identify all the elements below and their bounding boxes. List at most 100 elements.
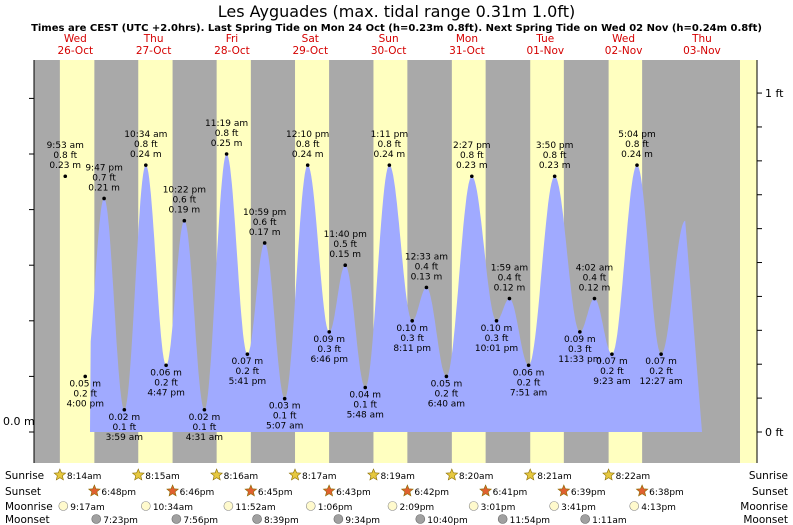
- tide-label-line: 0.02 m: [108, 413, 140, 423]
- row-label-moonrise-left: Moonrise: [5, 501, 53, 513]
- sunrise-icon: [53, 468, 67, 481]
- tide-point: [245, 352, 250, 356]
- tide-point: [387, 163, 392, 167]
- sunrise-icon: [445, 468, 459, 481]
- tide-label-line: 0.2 ft: [154, 378, 178, 388]
- row-label-moonset-left: Moonset: [5, 514, 50, 525]
- tide-label-line: 0.24 m: [130, 150, 162, 160]
- tide-label-line: 12:33 am: [405, 252, 448, 262]
- tide-label-line: 0.8 ft: [377, 140, 401, 150]
- tide-point: [363, 385, 368, 390]
- tide-label-line: 0.02 m: [189, 413, 221, 423]
- sunset-icon: [479, 484, 493, 497]
- date-label: 03-Nov: [683, 45, 721, 57]
- high-tide-marker: 10:34 am0.8 ft0.24 m: [124, 130, 167, 167]
- low-tide-marker: 0.07 m0.2 ft5:41 pm: [229, 352, 267, 387]
- low-tide-marker: 0.04 m0.1 ft5:48 am: [347, 385, 384, 421]
- low-tide-marker: 0.07 m0.2 ft9:23 am: [593, 352, 631, 387]
- tide-label-line: 0.2 ft: [517, 378, 541, 388]
- chart-title: Les Ayguades (max. tidal range 0.31m 1.0…: [218, 2, 575, 21]
- tide-label-line: 5:48 am: [347, 411, 384, 421]
- sunset-icon: [400, 484, 414, 497]
- tide-label-line: 0.10 m: [481, 324, 513, 334]
- tide-point: [262, 241, 267, 245]
- daylight-band: [740, 60, 757, 463]
- tide-label-line: 0.8 ft: [296, 140, 320, 150]
- moonrise-icon: [629, 501, 640, 511]
- moonset-icon: [91, 514, 102, 524]
- tide-label-line: 4:47 pm: [147, 388, 185, 398]
- tide-point: [144, 163, 148, 167]
- sunset-icon: [244, 484, 258, 497]
- day-of-week-label: Wed: [64, 33, 87, 45]
- chart-subtitle: Times are CEST (UTC +2.0hrs). Last Sprin…: [31, 23, 762, 34]
- tide-point: [83, 374, 88, 379]
- moonset-icon: [415, 514, 426, 524]
- astro-event-time: 11:52am: [235, 503, 275, 513]
- day-of-week-label: Tue: [535, 33, 554, 45]
- astro-event-time: 8:21am: [537, 472, 572, 482]
- tide-label-line: 10:01 pm: [475, 344, 518, 354]
- tide-label-line: 9:47 pm: [85, 163, 123, 173]
- tide-label-line: 5:41 pm: [229, 377, 267, 387]
- astro-event-time: 1:11am: [592, 516, 627, 525]
- astro-event-time: 6:41pm: [493, 488, 528, 498]
- sunrise-icon: [367, 468, 380, 481]
- water-area: [90, 154, 702, 432]
- tide-point: [164, 363, 168, 368]
- astro-event-time: 11:54pm: [510, 516, 550, 525]
- tide-label-line: 2:27 pm: [453, 141, 491, 151]
- moonset-icon: [497, 514, 508, 524]
- astro-event-time: 6:48pm: [101, 488, 136, 498]
- row-label-moonset-right: Moonset: [743, 514, 788, 525]
- moonrise-icon: [387, 501, 398, 511]
- astro-event-time: 3:41pm: [561, 503, 596, 513]
- tide-label-line: 0.21 m: [88, 183, 120, 193]
- row-label-sunrise-right: Sunrise: [749, 470, 788, 482]
- astro-event-time: 6:39pm: [571, 488, 606, 498]
- tide-label-line: 6:46 pm: [310, 355, 348, 365]
- date-label: 28-Oct: [214, 45, 250, 57]
- tide-point: [202, 407, 207, 412]
- tide-label-line: 7:51 am: [510, 388, 547, 398]
- astro-event-time: 8:19am: [380, 472, 415, 482]
- date-label: 27-Oct: [136, 45, 172, 57]
- tide-point: [494, 319, 499, 323]
- tide-label-line: 3:59 am: [106, 433, 143, 443]
- tide-point: [122, 407, 127, 412]
- row-label-sunrise-left: Sunrise: [5, 470, 44, 482]
- tide-label-line: 0.3 ft: [568, 345, 592, 355]
- moonset-icon: [252, 514, 262, 524]
- moonset-icon: [580, 514, 590, 524]
- astro-event-time: 8:20am: [459, 472, 494, 482]
- tide-label-line: 0.19 m: [168, 206, 200, 216]
- right-tick-label: 0 ft: [765, 426, 784, 439]
- tide-label-line: 0.15 m: [329, 250, 361, 260]
- tide-point: [470, 174, 474, 179]
- tide-label-line: 5:04 pm: [618, 130, 656, 140]
- tide-point: [305, 163, 310, 167]
- high-tide-marker: 10:59 pm0.6 ft0.17 m: [243, 208, 286, 245]
- high-tide-marker: 10:22 pm0.6 ft0.19 m: [163, 186, 206, 223]
- tide-label-line: 0.09 m: [313, 335, 345, 345]
- tide-label-line: 0.3 ft: [485, 334, 509, 344]
- moonrise-icon: [468, 501, 479, 511]
- moonrise-icon: [223, 501, 234, 511]
- date-label: 26-Oct: [57, 45, 93, 57]
- tide-label-line: 0.07 m: [232, 357, 264, 367]
- tide-label-line: 4:02 am: [576, 264, 613, 274]
- astro-event-time: 2:09pm: [400, 503, 435, 513]
- high-tide-marker: 1:11 pm0.8 ft0.24 m: [371, 130, 408, 167]
- tide-label-line: 0.5 ft: [333, 240, 357, 250]
- low-tide-marker: 0.03 m0.1 ft5:07 am: [266, 396, 303, 432]
- sunset-icon: [635, 484, 649, 497]
- astro-event-time: 7:23pm: [103, 516, 138, 525]
- day-of-week-label: Fri: [226, 33, 239, 45]
- sunset-icon: [87, 484, 101, 497]
- low-tide-marker: 0.05 m0.2 ft6:40 am: [428, 374, 465, 409]
- tide-label-line: 0.24 m: [374, 150, 406, 160]
- tide-label-line: 0.12 m: [494, 284, 526, 294]
